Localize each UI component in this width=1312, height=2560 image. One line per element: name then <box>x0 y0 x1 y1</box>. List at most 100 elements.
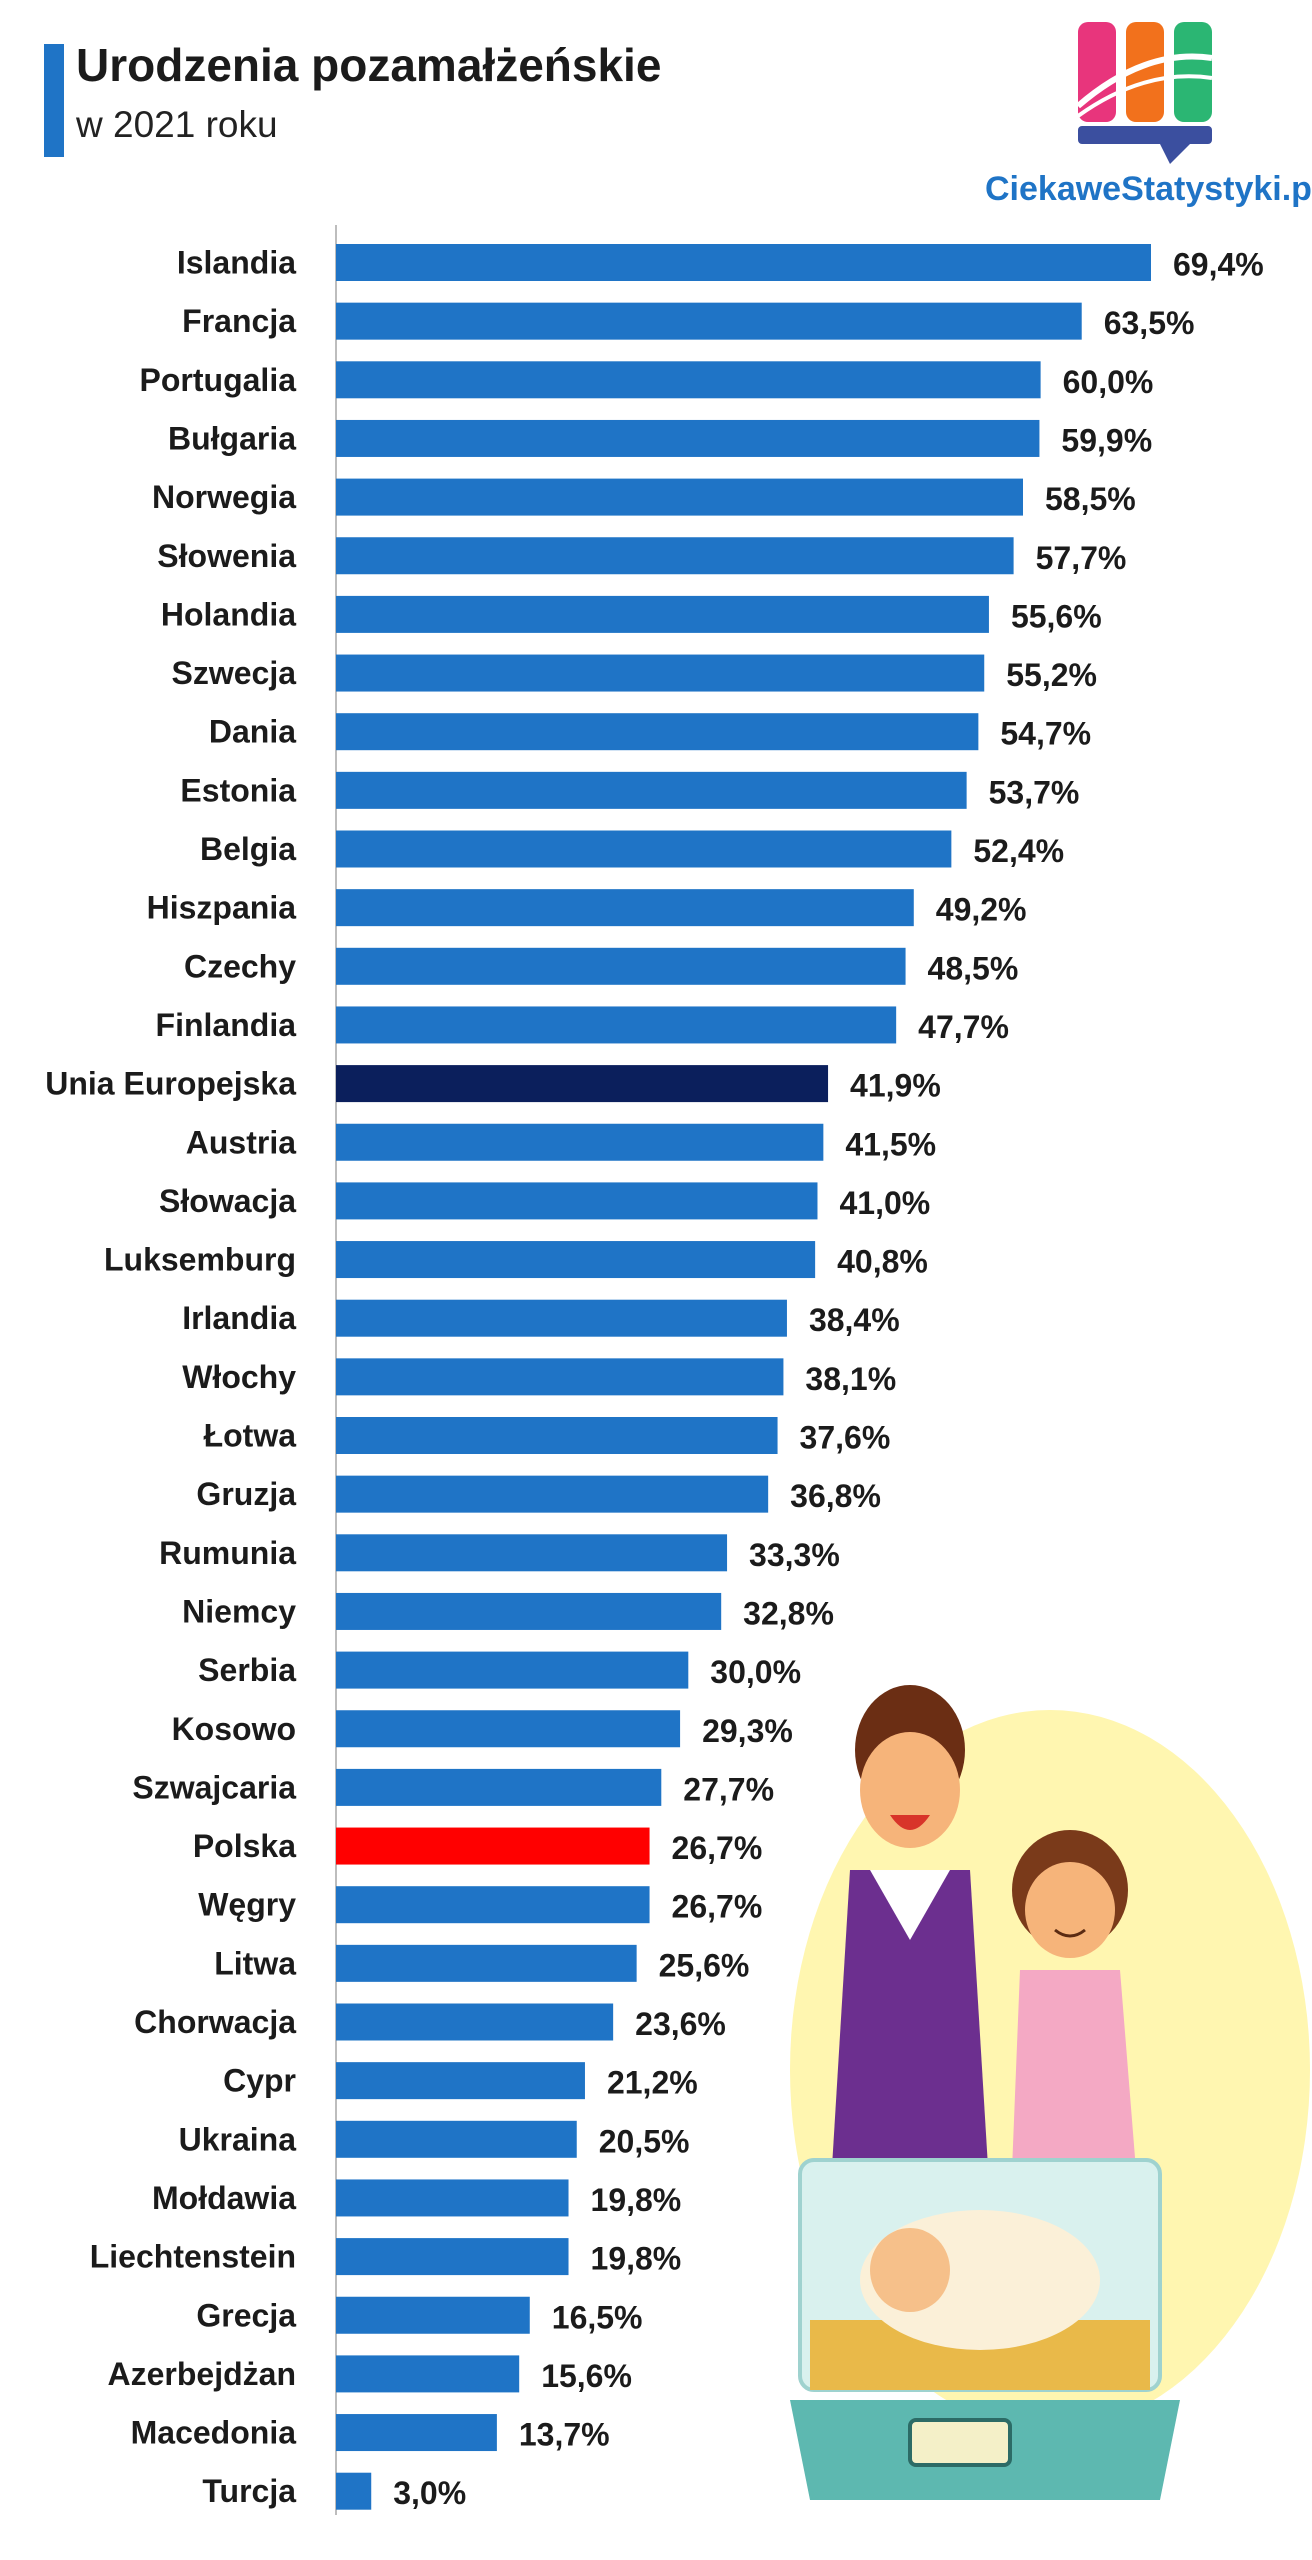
bar-34 <box>336 2238 569 2276</box>
bar-25 <box>336 1710 681 1748</box>
value-label: 36,8% <box>790 1478 881 1514</box>
category-label: Liechtenstein <box>90 2239 296 2275</box>
category-label: Luksemburg <box>104 1242 296 1278</box>
category-label: Czechy <box>184 948 296 984</box>
value-label: 38,1% <box>805 1361 896 1397</box>
category-label: Estonia <box>180 772 296 808</box>
category-label: Serbia <box>198 1652 296 1688</box>
value-label: 49,2% <box>936 892 1027 928</box>
value-label: 27,7% <box>683 1771 774 1807</box>
value-label: 23,6% <box>635 2006 726 2042</box>
bar-13 <box>336 1006 897 1044</box>
category-label: Polska <box>193 1828 296 1864</box>
value-label: 26,7% <box>672 1830 763 1866</box>
category-label: Unia Europejska <box>45 1066 296 1102</box>
bar-20 <box>336 1417 778 1454</box>
category-label: Bułgaria <box>168 420 296 456</box>
value-label: 47,7% <box>918 1009 1009 1045</box>
value-label: 15,6% <box>541 2358 632 2394</box>
bar-6 <box>336 595 989 633</box>
value-label: 30,0% <box>710 1654 801 1690</box>
bar-9 <box>336 771 967 809</box>
bar-29 <box>336 1944 637 1982</box>
category-label: Norwegia <box>152 479 296 515</box>
value-label: 41,5% <box>845 1126 936 1162</box>
bar-33 <box>336 2179 569 2217</box>
bar-30 <box>336 2003 614 2041</box>
bar-28 <box>336 1886 650 1924</box>
category-label: Grecja <box>196 2297 296 2333</box>
value-label: 55,2% <box>1006 657 1097 693</box>
category-label: Azerbejdżan <box>108 2356 296 2392</box>
category-label: Szwajcaria <box>132 1769 296 1805</box>
category-label: Węgry <box>198 1887 296 1923</box>
value-label: 63,5% <box>1104 305 1195 341</box>
value-label: 55,6% <box>1011 598 1102 634</box>
ciekawestatystyki-logo-icon <box>1076 22 1213 164</box>
value-label: 21,2% <box>607 2065 698 2101</box>
value-label: 41,0% <box>839 1185 930 1221</box>
bar-36 <box>336 2355 520 2393</box>
brand-name: CiekaweStatystyki.pl <box>985 170 1312 208</box>
category-label: Łotwa <box>204 1418 297 1454</box>
bar-11 <box>336 889 914 927</box>
value-label: 53,7% <box>989 774 1080 810</box>
bar-chart: Islandia 69,4% Francja 63,5% Portugalia 60,0%… <box>45 225 1264 2515</box>
bar-8 <box>336 713 979 751</box>
bar-10 <box>336 830 952 868</box>
chart-subtitle: w 2021 roku <box>76 104 278 145</box>
value-label: 16,5% <box>552 2299 643 2335</box>
value-label: 60,0% <box>1063 364 1154 400</box>
value-label: 13,7% <box>519 2417 610 2453</box>
title-accent-bar <box>44 44 64 157</box>
category-label: Irlandia <box>182 1300 296 1336</box>
chart-title: Urodzenia pozamałżeńskie <box>76 39 662 91</box>
category-label: Islandia <box>177 245 296 281</box>
bar-21 <box>336 1475 769 1513</box>
bar-23 <box>336 1592 722 1630</box>
bar-27 <box>336 1827 650 1865</box>
value-label: 37,6% <box>800 1420 891 1456</box>
bar-17 <box>336 1241 816 1279</box>
category-label: Słowenia <box>157 538 296 574</box>
category-label: Macedonia <box>131 2415 297 2451</box>
bar-22 <box>336 1534 728 1572</box>
bar-31 <box>336 2062 585 2100</box>
bar-18 <box>336 1299 787 1337</box>
bar-35 <box>336 2296 530 2334</box>
category-label: Włochy <box>182 1359 296 1395</box>
category-label: Cypr <box>223 2063 296 2099</box>
value-label: 59,9% <box>1061 422 1152 458</box>
bar-0 <box>336 244 1151 281</box>
value-label: 52,4% <box>973 833 1064 869</box>
value-label: 57,7% <box>1036 540 1127 576</box>
category-label: Francja <box>182 303 296 339</box>
bar-3 <box>336 419 1040 457</box>
bar-15 <box>336 1123 824 1161</box>
category-label: Austria <box>186 1124 296 1160</box>
value-label: 25,6% <box>659 1947 750 1983</box>
value-label: 3,0% <box>393 2475 466 2511</box>
value-label: 19,8% <box>591 2241 682 2277</box>
category-label: Holandia <box>161 596 296 632</box>
category-label: Belgia <box>200 831 296 867</box>
value-label: 48,5% <box>928 950 1019 986</box>
category-label: Kosowo <box>172 1711 296 1747</box>
category-label: Mołdawia <box>152 2180 296 2216</box>
category-label: Szwecja <box>171 655 296 691</box>
bar-12 <box>336 947 906 985</box>
value-label: 29,3% <box>702 1713 793 1749</box>
category-label: Finlandia <box>156 1007 297 1043</box>
category-label: Ukraina <box>179 2121 297 2157</box>
value-label: 20,5% <box>599 2123 690 2159</box>
bar-5 <box>336 537 1014 575</box>
value-label: 38,4% <box>809 1302 900 1338</box>
bar-19 <box>336 1358 784 1396</box>
value-label: 33,3% <box>749 1537 840 1573</box>
bar-1 <box>336 302 1082 340</box>
value-label: 26,7% <box>672 1889 763 1925</box>
category-label: Turcja <box>202 2473 296 2509</box>
bar-24 <box>336 1651 689 1689</box>
bar-37 <box>336 2414 497 2452</box>
bar-16 <box>336 1182 818 1220</box>
